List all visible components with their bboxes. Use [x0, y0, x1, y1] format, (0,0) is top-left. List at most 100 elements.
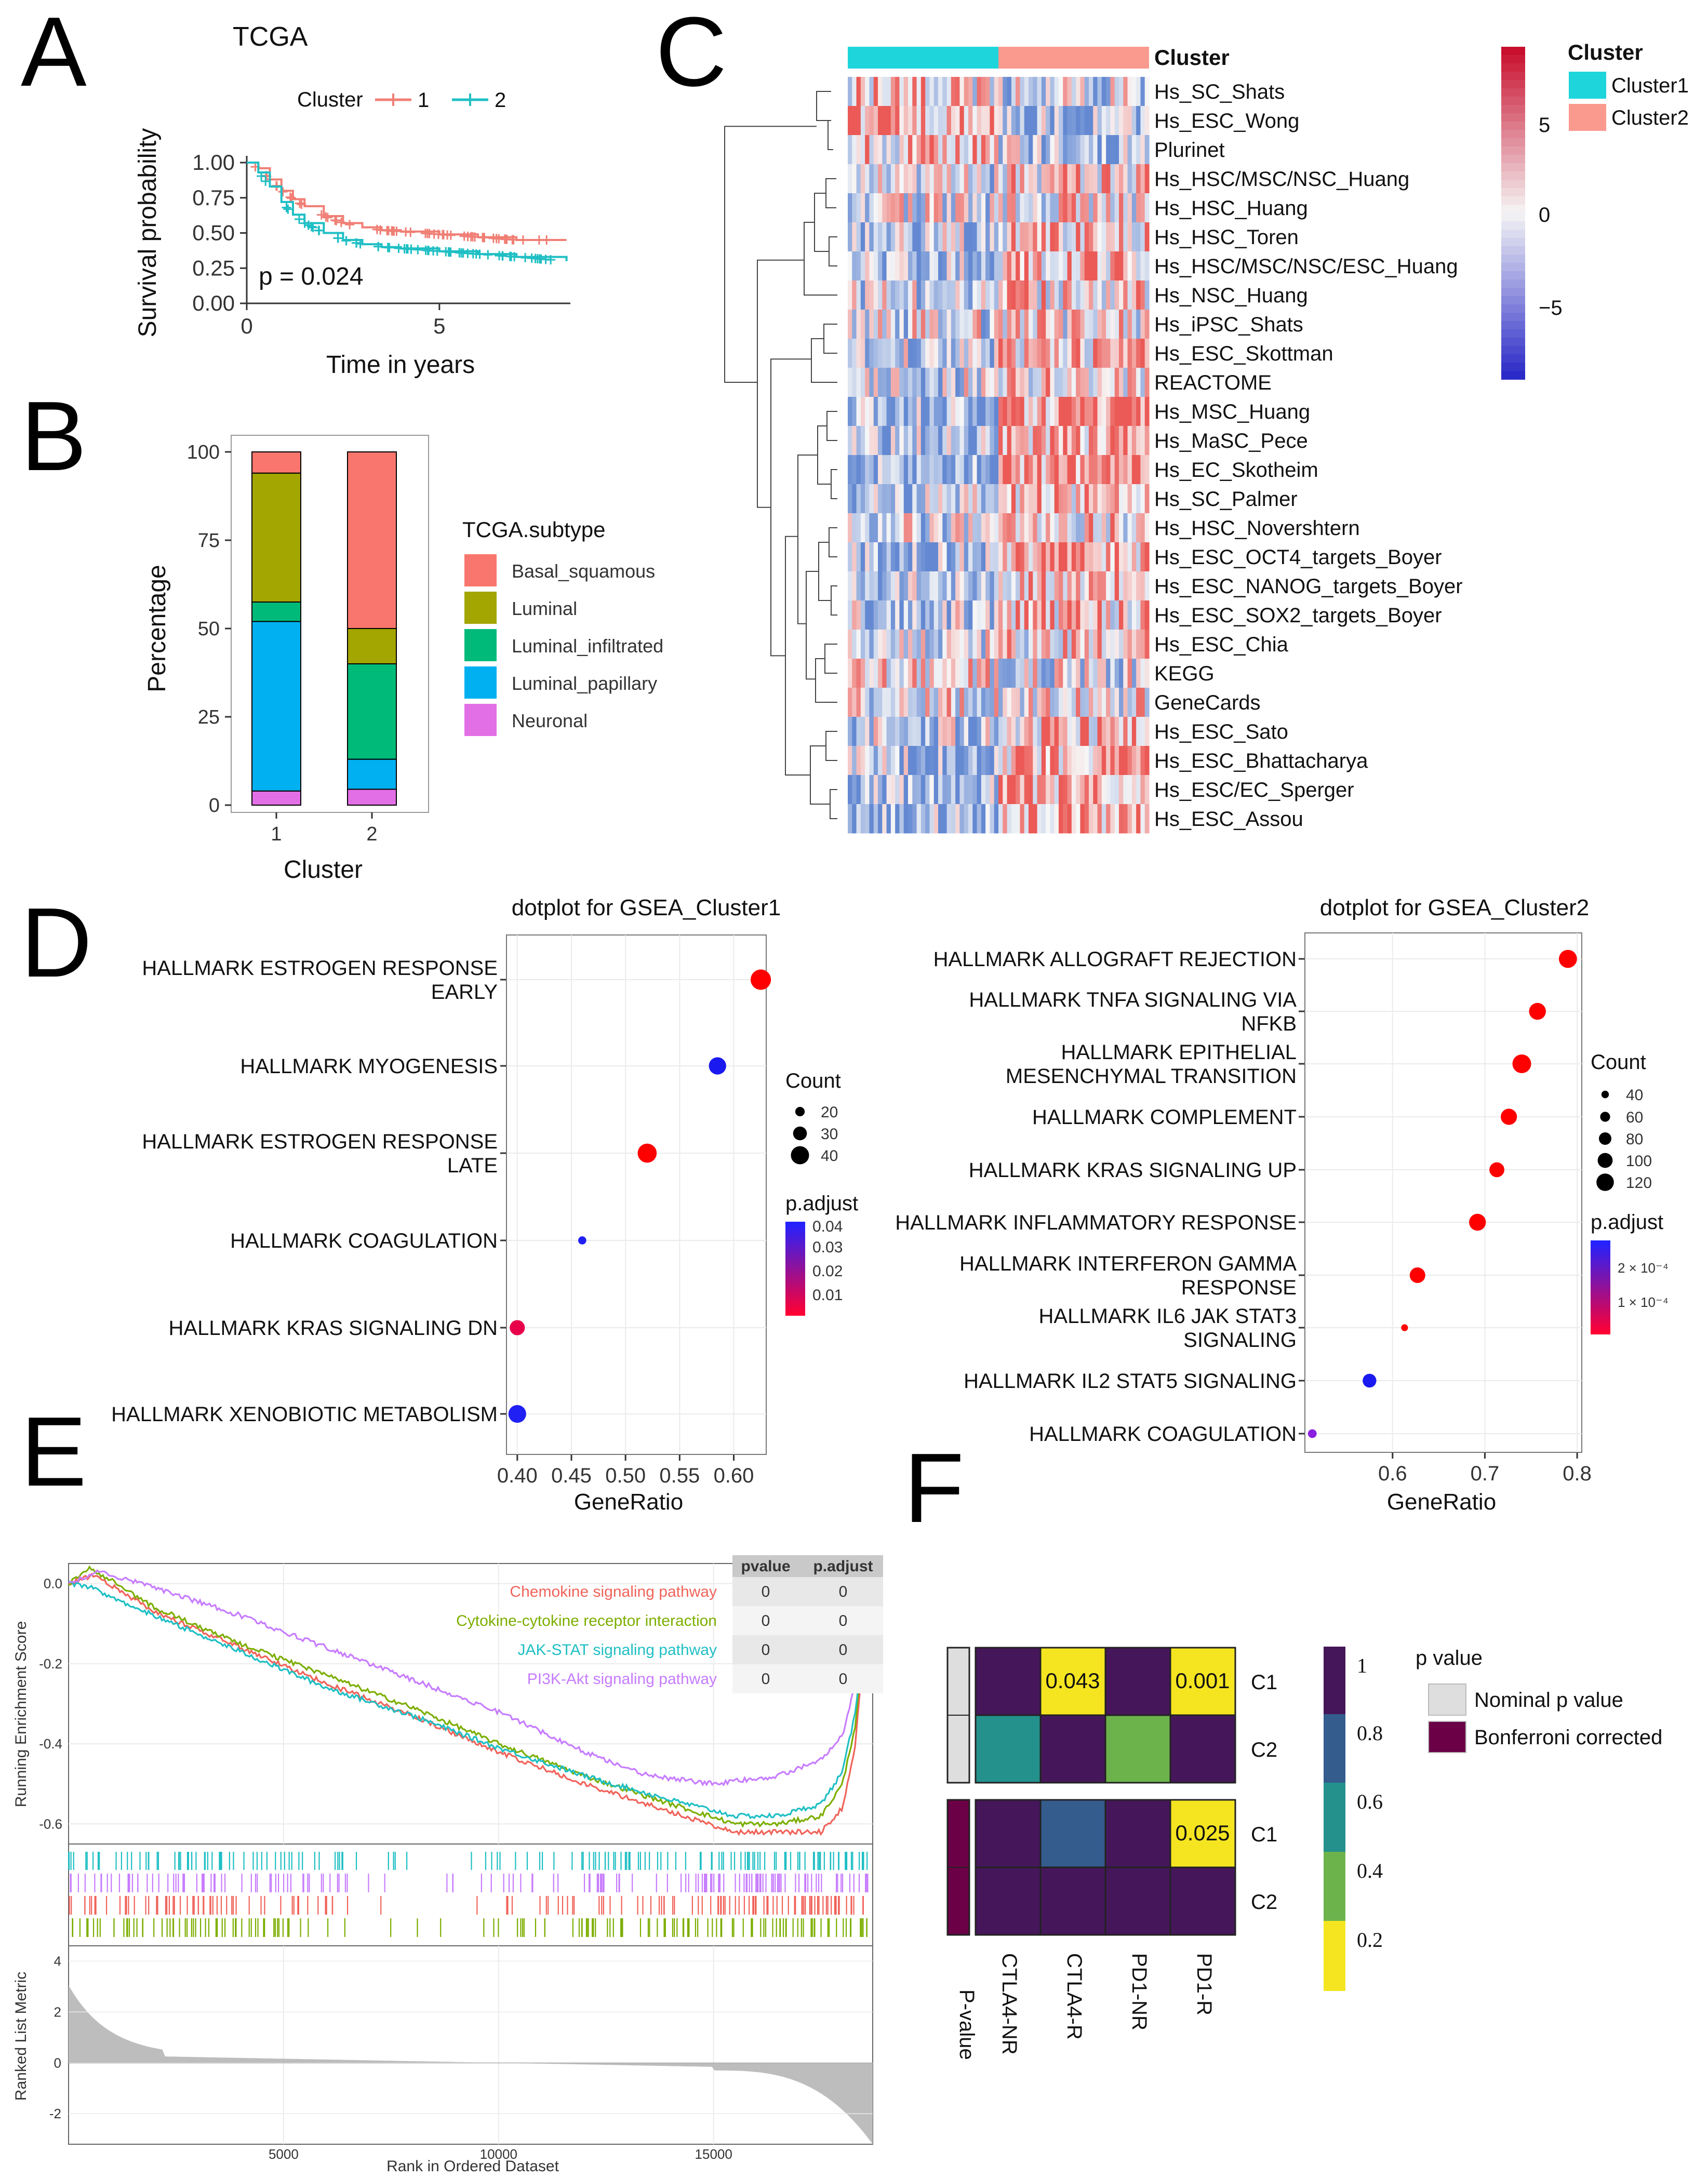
- panel-c-cell: [1123, 746, 1128, 776]
- panel-c-cell: [1131, 630, 1137, 659]
- panel-c-cell: [1136, 659, 1141, 688]
- panel-c-scale-step: [1501, 146, 1525, 155]
- panel-c-cell: [856, 339, 861, 368]
- panel-c-cell: [1041, 659, 1046, 688]
- panel-c-cell: [1016, 659, 1021, 688]
- panel-c-cell: [959, 426, 965, 456]
- panel-c-cell: [899, 630, 904, 659]
- panel-c-cell: [1080, 106, 1085, 136]
- panel-c-cell: [1007, 804, 1012, 834]
- panel-c-cell: [994, 630, 999, 659]
- panel-c-row-label: Hs_ESC_Sato: [1154, 720, 1288, 743]
- panel-c-cell: [1059, 397, 1063, 426]
- panel-e-table-padjust: 0: [839, 1641, 848, 1659]
- panel-c-cell: [912, 310, 917, 339]
- panel-c-cell: [908, 222, 913, 252]
- panel-c-cell: [895, 455, 900, 485]
- panel-c-cell: [925, 630, 930, 659]
- panel-c-cell: [882, 310, 887, 339]
- panel-c-row-label: Hs_ESC_OCT4_targets_Boyer: [1154, 546, 1442, 569]
- panel-f-cell: [1104, 1866, 1171, 1936]
- panel-f-cell-label: 0.025: [1175, 1821, 1230, 1845]
- panel-c-dendrogram-link: [816, 91, 831, 121]
- panel-c-cell: [946, 426, 952, 456]
- panel-c-cell: [848, 397, 852, 426]
- panel-c-cell: [873, 135, 878, 165]
- panel-c-cell: [1097, 600, 1102, 630]
- panel-d1-color-legend-title: p.adjust: [785, 1192, 858, 1215]
- panel-c-cell: [1063, 775, 1068, 805]
- panel-b-ytick-label: 100: [187, 442, 220, 463]
- panel-c-cell: [1054, 397, 1059, 426]
- panel-c-cell: [1093, 135, 1098, 165]
- panel-c-cell: [1093, 106, 1098, 136]
- panel-c-cell: [1127, 135, 1132, 165]
- panel-c-cell: [1067, 455, 1072, 485]
- panel-c-dendrogram-link: [824, 644, 837, 674]
- panel-c-cell: [1144, 339, 1150, 368]
- panel-c-cell: [998, 310, 1003, 339]
- panel-c-cell: [1029, 630, 1033, 659]
- panel-c-cell: [1140, 600, 1145, 630]
- panel-c-cell: [959, 484, 965, 514]
- panel-c-cell: [946, 222, 952, 252]
- panel-c-cell: [1076, 600, 1081, 630]
- panel-c-cell: [856, 630, 861, 659]
- panel-c-scale-step: [1501, 230, 1525, 238]
- panel-c-cell: [860, 77, 865, 106]
- panel-c-scale-step: [1501, 122, 1525, 130]
- panel-c-scale-step: [1501, 271, 1525, 280]
- panel-c-cell: [1110, 804, 1115, 834]
- panel-c-cell: [1011, 688, 1016, 717]
- panel-c-cell: [1131, 222, 1137, 252]
- panel-b-legend-label: Luminal_infiltrated: [512, 635, 663, 657]
- panel-c-cell: [856, 513, 861, 543]
- panel-c-dendrogram-link: [825, 178, 836, 208]
- panel-c-cell: [1136, 164, 1141, 194]
- panel-c-cell: [955, 571, 960, 601]
- panel-c-cell: [920, 193, 926, 223]
- panel-d2-size-legend-label: 100: [1626, 1153, 1652, 1170]
- panel-c-cell: [942, 164, 948, 194]
- panel-c-cell: [895, 280, 900, 310]
- panel-a-censor-mark: [406, 228, 416, 237]
- panel-c-cell: [964, 164, 969, 194]
- panel-c-cell: [977, 717, 982, 746]
- panel-c-cell: [1059, 775, 1063, 805]
- panel-d2-color-legend-step: [1591, 1290, 1610, 1294]
- panel-c-cell: [1046, 513, 1051, 543]
- panel-c-cell: [1037, 571, 1042, 601]
- panel-c-cell: [916, 630, 922, 659]
- panel-c-cell: [1110, 339, 1115, 368]
- panel-3-frame: [506, 934, 767, 1455]
- panel-c-cell: [1131, 455, 1137, 485]
- panel-c-cell: [1127, 804, 1132, 834]
- panel-c-cell: [1101, 106, 1106, 136]
- panel-c-cell: [1110, 717, 1115, 746]
- panel-c-row-label: Hs_ESC_Bhattacharya: [1154, 750, 1368, 772]
- panel-c-cell: [1106, 746, 1111, 776]
- panel-c-cell: [860, 542, 865, 572]
- panel-c-cell: [886, 688, 891, 717]
- panel-c-cell: [908, 368, 913, 397]
- panel-c-cell: [1007, 135, 1012, 165]
- panel-c-cell: [925, 193, 930, 223]
- panel-c-cell: [1097, 368, 1102, 397]
- panel-c-cell: [852, 717, 857, 746]
- panel-c-cell: [1041, 193, 1046, 223]
- panel-c-cell: [886, 251, 891, 281]
- panel-c-cell: [920, 746, 926, 776]
- panel-c-cell: [998, 193, 1003, 223]
- panel-c-cell: [968, 600, 973, 630]
- panel-c-cell: [1136, 746, 1141, 776]
- panel-c-cell: [878, 717, 883, 746]
- panel-d1-color-legend-step: [785, 1306, 805, 1310]
- panel-d2-color-legend-step: [1591, 1253, 1610, 1257]
- panel-c-cell: [985, 77, 991, 106]
- panel-c-cell: [1054, 368, 1059, 397]
- panel-c-cell: [1020, 775, 1025, 805]
- panel-a-legend-mark: [387, 93, 399, 106]
- panel-c-cell: [865, 397, 870, 426]
- panel-e-table-header: p.adjust: [813, 1558, 873, 1575]
- panel-c-cell: [852, 222, 857, 252]
